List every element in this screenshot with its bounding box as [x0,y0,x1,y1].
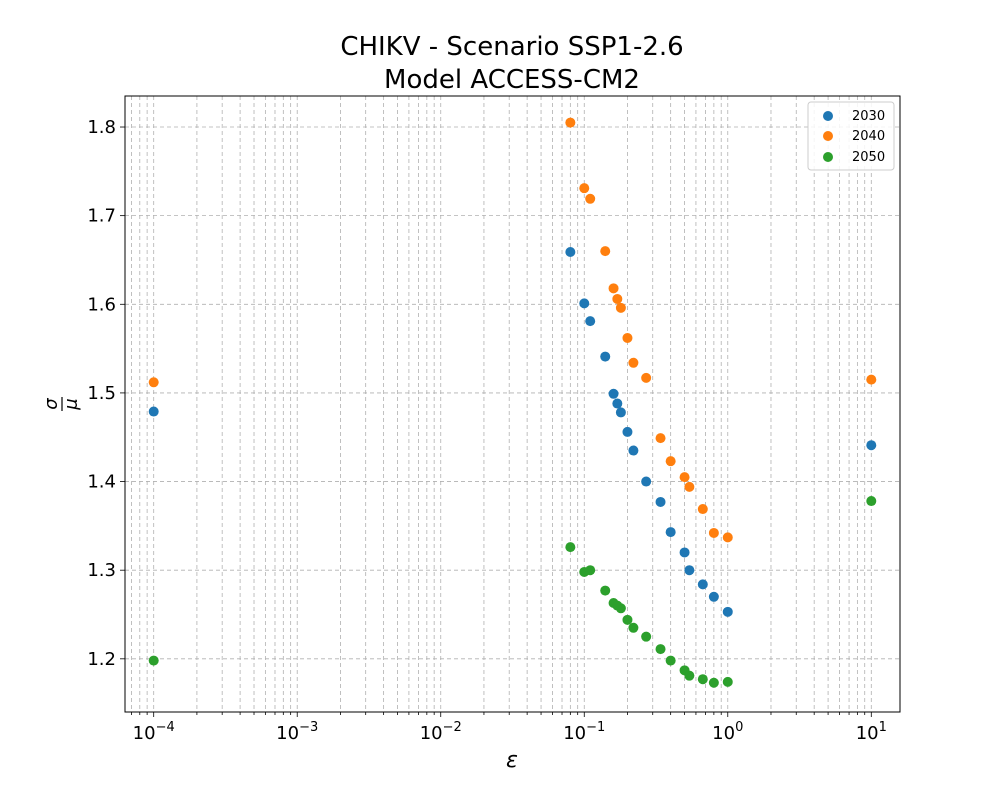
data-point-2030 [684,565,695,576]
data-point-2030 [641,476,652,487]
x-tick-label-base: 10 [712,723,735,744]
data-point-2040 [722,532,733,543]
legend-label-2030: 2030 [852,109,885,124]
data-point-2030 [585,316,596,327]
data-point-2050 [615,603,626,614]
x-axis-label: ε [506,748,518,773]
x-tick-label-base: 10 [133,723,156,744]
y-tick-label: 1.8 [87,117,116,138]
data-point-2050 [622,614,633,625]
legend-marker-2050 [823,152,833,162]
x-tick-label: 10−3 [276,720,318,744]
data-point-2050 [600,585,611,596]
y-axis-label: σ μ [41,397,82,411]
data-point-2030 [565,246,576,257]
y-tick-label: 1.3 [87,560,116,581]
data-point-2030 [579,298,590,309]
legend-marker-2030 [823,111,833,121]
axis-ticks: 1.21.31.41.51.61.71.810−4 10−3 10−2 10−1 100… [87,117,887,744]
data-point-2040 [585,193,596,204]
x-tick-label-exponent: 0 [735,720,743,735]
data-point-2030 [615,407,626,418]
data-point-2050 [585,565,596,576]
data-point-2040 [684,481,695,492]
data-point-2030 [679,547,690,558]
y-tick-label: 1.2 [87,649,116,670]
chart-title-line-1: CHIKV - Scenario SSP1-2.6 [340,32,683,62]
data-point-2050 [628,622,639,633]
data-point-2050 [665,655,676,666]
data-point-2040 [565,117,576,128]
data-point-2050 [697,674,708,685]
data-point-2030 [600,351,611,362]
data-points [148,117,877,688]
data-point-2050 [565,542,576,553]
data-point-2050 [641,631,652,642]
y-tick-label: 1.7 [87,206,116,227]
y-tick-label: 1.4 [87,472,116,493]
x-tick-label: 10−4 [133,720,175,744]
data-point-2030 [622,426,633,437]
data-point-2040 [608,283,619,294]
x-tick-label-base: 10 [856,723,879,744]
x-tick-label-base: 10 [420,723,443,744]
data-point-2030 [148,406,159,417]
data-point-2040 [628,357,639,368]
data-point-2030 [628,445,639,456]
x-tick-label-base: 10 [563,723,586,744]
y-axis-label-numerator: σ [41,398,62,410]
chart-title-line-2: Model ACCESS-CM2 [384,65,640,95]
data-point-2040 [148,377,159,388]
y-tick-label: 1.6 [87,294,116,315]
data-point-2030 [665,527,676,538]
x-tick-label-exponent: −4 [156,720,175,735]
data-point-2040 [665,456,676,467]
data-point-2040 [622,332,633,343]
legend-label-2050: 2050 [852,150,885,165]
data-point-2030 [708,591,719,602]
data-point-2040 [866,374,877,385]
x-tick-label: 101 [856,720,887,744]
x-tick-label: 10−2 [420,720,462,744]
data-point-2040 [600,246,611,257]
data-point-2030 [722,606,733,617]
data-point-2030 [612,398,623,409]
grid-lines [125,96,900,712]
x-tick-label-exponent: −3 [299,720,318,735]
data-point-2050 [684,670,695,681]
data-point-2040 [697,504,708,515]
data-point-2040 [679,472,690,483]
legend-marker-2040 [823,131,833,141]
x-tick-label-base: 10 [276,723,299,744]
data-point-2030 [608,388,619,399]
data-point-2050 [722,676,733,687]
data-point-2040 [708,527,719,538]
y-axis-label-denominator: μ [61,398,82,410]
legend: 2030 2040 2050 [807,101,895,171]
data-point-2040 [615,302,626,313]
legend-label-2040: 2040 [852,129,885,144]
x-tick-label: 100 [712,720,743,744]
data-point-2040 [641,372,652,383]
data-point-2040 [612,293,623,304]
x-tick-label: 10−1 [563,720,605,744]
x-tick-label-exponent: −2 [443,720,462,735]
data-point-2040 [655,433,666,444]
data-point-2030 [655,496,666,507]
data-point-2050 [148,655,159,666]
x-tick-label-exponent: 1 [879,720,887,735]
x-tick-label-exponent: −1 [586,720,605,735]
plot-frame [124,95,901,713]
y-tick-label: 1.5 [87,383,116,404]
data-point-2030 [866,440,877,451]
data-point-2050 [655,644,666,655]
data-point-2030 [697,579,708,590]
data-point-2040 [579,183,590,194]
data-point-2050 [866,496,877,507]
data-point-2050 [708,677,719,688]
